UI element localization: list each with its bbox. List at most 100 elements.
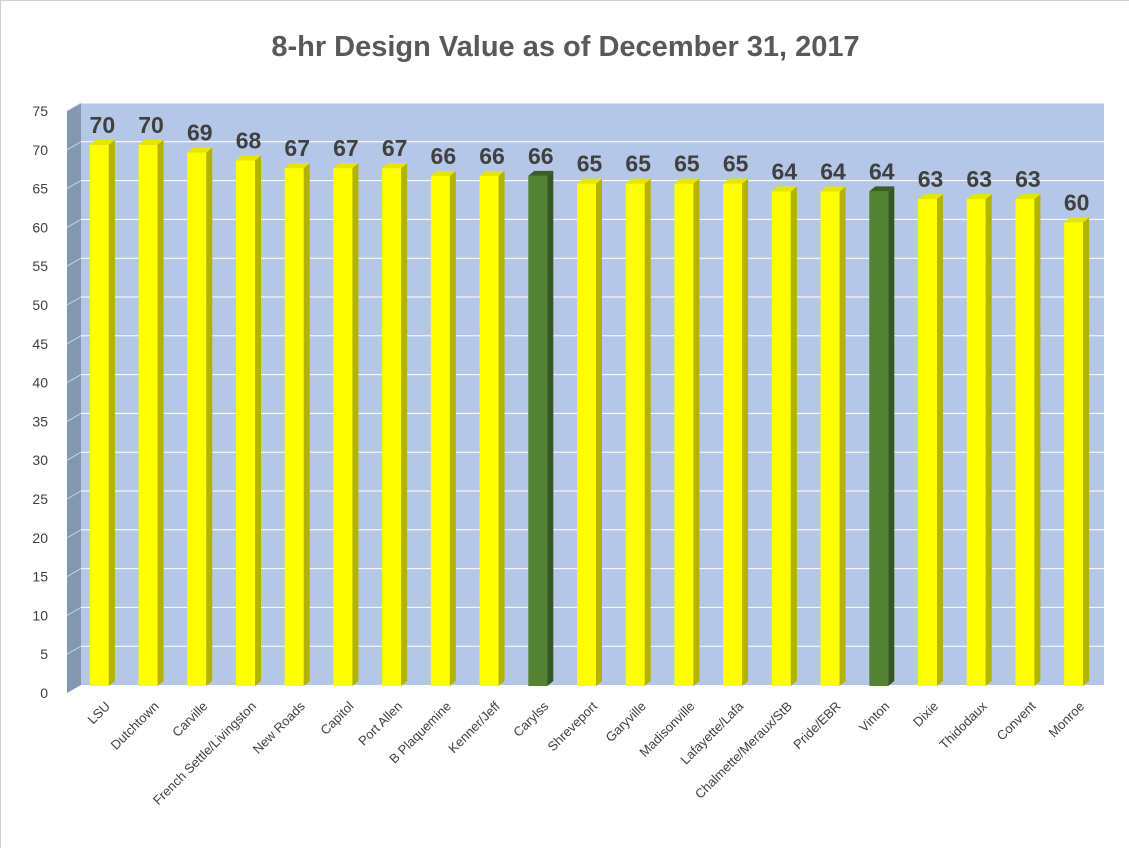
y-tick-label: 10 xyxy=(32,607,48,623)
bars xyxy=(89,139,1090,687)
bar xyxy=(1015,199,1035,686)
bar-side xyxy=(108,139,115,687)
gridline-side xyxy=(66,296,82,306)
y-tick-label: 20 xyxy=(32,530,48,546)
gridline-side xyxy=(66,606,82,616)
bar-side xyxy=(157,139,164,687)
gridline-side xyxy=(66,180,82,190)
x-tick-label: New Roads xyxy=(250,698,308,756)
bar xyxy=(966,199,986,686)
bar xyxy=(820,191,840,687)
x-tick-label: Pride/EBR xyxy=(790,699,844,753)
gridline-side xyxy=(66,529,82,539)
bar xyxy=(674,183,694,686)
bar-top xyxy=(869,186,895,192)
bar-top xyxy=(1015,194,1041,200)
bar-top xyxy=(577,178,602,184)
gridline-side xyxy=(66,490,82,500)
gridline-side xyxy=(66,257,82,267)
bar-top xyxy=(771,186,797,192)
gridline-side xyxy=(66,102,82,112)
bar-top xyxy=(284,163,310,169)
data-label: 63 xyxy=(1015,166,1041,192)
data-label: 65 xyxy=(723,151,749,177)
bar xyxy=(771,191,791,687)
x-tick-label: Shreveport xyxy=(545,698,601,754)
data-label: 66 xyxy=(431,143,457,169)
x-tick-label: Capitol xyxy=(317,698,356,737)
bar xyxy=(333,168,353,686)
bar xyxy=(869,191,889,687)
bar-top xyxy=(625,178,651,184)
plot-side-wall xyxy=(67,103,81,693)
data-label: 70 xyxy=(138,112,164,138)
y-tick-label: 40 xyxy=(32,375,48,391)
data-label: 60 xyxy=(1064,189,1090,215)
bar-side xyxy=(596,178,602,686)
x-tick-label: Chalmette/Meraux/StB xyxy=(692,699,795,802)
bar xyxy=(577,183,596,686)
bar xyxy=(430,175,450,686)
y-tick-label: 75 xyxy=(32,103,48,119)
y-tick-label: 25 xyxy=(32,491,48,507)
data-label: 66 xyxy=(479,143,505,169)
data-label: 67 xyxy=(333,135,359,161)
y-tick-label: 45 xyxy=(32,336,48,352)
gridline-side xyxy=(66,335,82,345)
bar-top xyxy=(674,178,700,184)
y-tick-label: 30 xyxy=(32,452,48,468)
bar-side xyxy=(547,170,554,687)
data-label: 66 xyxy=(528,143,554,169)
data-label: 64 xyxy=(772,158,798,184)
data-label: 65 xyxy=(577,151,603,177)
bar-side xyxy=(1034,194,1041,686)
bar xyxy=(918,199,937,686)
bar-side xyxy=(937,194,943,686)
data-label: 70 xyxy=(90,112,116,138)
bar xyxy=(479,175,499,686)
x-tick-label: Convent xyxy=(994,698,1039,743)
data-label: 67 xyxy=(284,135,310,161)
bar-top xyxy=(528,170,554,176)
y-tick-label: 35 xyxy=(32,413,48,429)
data-label: 63 xyxy=(918,166,944,192)
bar-top xyxy=(479,170,505,176)
bar xyxy=(236,160,255,686)
x-tick-label: LSU xyxy=(84,699,112,727)
bar-top xyxy=(236,155,261,161)
bar-side xyxy=(206,147,213,686)
x-tick-label: Thidodaux xyxy=(936,698,990,752)
bar xyxy=(187,152,207,686)
bar-side xyxy=(985,194,992,686)
gridline-side xyxy=(66,141,82,151)
data-label: 69 xyxy=(187,120,213,146)
data-label: 67 xyxy=(382,135,408,161)
gridline-side xyxy=(66,218,82,228)
bar-top xyxy=(89,139,115,145)
bar xyxy=(723,183,743,686)
x-tick-label: Garyville xyxy=(602,699,648,745)
bar xyxy=(1064,222,1084,686)
y-tick-label: 55 xyxy=(32,258,48,274)
y-tick-label: 65 xyxy=(32,181,48,197)
data-label: 63 xyxy=(966,166,992,192)
x-tick-label: Kenner/Jeff xyxy=(445,698,503,756)
x-tick-label: Vinton xyxy=(856,699,893,736)
bar-side xyxy=(790,186,797,687)
gridline-side xyxy=(66,451,82,461)
x-tick-label: Monroe xyxy=(1045,699,1087,741)
bar-side xyxy=(693,178,700,686)
bar xyxy=(284,168,304,686)
y-axis-ticks: 0 5 10 15 20 25 30 35 40 45 50 55 60 65 70 75 xyxy=(32,103,48,701)
x-tick-label: Carville xyxy=(169,699,210,740)
bar-top xyxy=(138,139,164,145)
x-tick-label: Dixie xyxy=(910,699,941,730)
y-tick-label: 15 xyxy=(32,569,48,585)
y-tick-label: 70 xyxy=(32,142,48,158)
bar-top xyxy=(918,194,943,200)
bar-top xyxy=(382,163,408,169)
data-label: 68 xyxy=(236,127,262,153)
bar-side xyxy=(255,155,261,686)
